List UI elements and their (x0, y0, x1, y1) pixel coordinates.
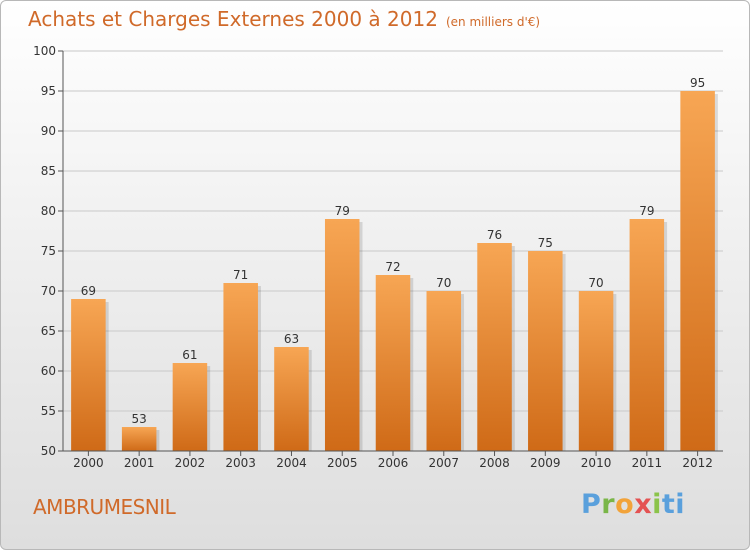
logo-letter: i (652, 489, 662, 520)
y-tick-label: 95 (41, 84, 56, 98)
bar-2008 (477, 243, 512, 451)
bar-2000 (71, 299, 106, 451)
logo-letter: t (661, 489, 676, 520)
chart-unit: (en milliers d'€) (445, 15, 541, 29)
x-tick-label: 2010 (581, 456, 612, 470)
value-label: 69 (81, 284, 96, 298)
bar-2011 (629, 219, 665, 451)
x-tick-label: 2006 (378, 456, 409, 470)
bar-2006 (375, 275, 411, 451)
logo-letter: r (601, 489, 616, 520)
value-label: 95 (690, 76, 705, 90)
value-label: 61 (182, 348, 197, 362)
logo-letter: i (675, 489, 686, 520)
y-tick-label: 55 (41, 404, 56, 418)
x-tick-label: 2005 (327, 456, 358, 470)
bar-chart: 69 53 61 71 63 79 72 70 76 75 70 79 95 50 55 60 65 70 75 8… (33, 44, 723, 470)
bar-2010 (578, 291, 614, 451)
y-tick-label: 60 (41, 364, 56, 378)
y-tick-label: 50 (41, 444, 56, 458)
proxiti-logo: Proxiti (581, 489, 685, 520)
logo-letter: P (581, 489, 602, 520)
value-label: 71 (233, 268, 248, 282)
y-tick-label: 100 (33, 44, 56, 58)
bar-2002 (172, 363, 208, 451)
logo-letter: o (615, 489, 635, 520)
x-tick-label: 2004 (276, 456, 307, 470)
value-label: 70 (436, 276, 451, 290)
value-label: 75 (538, 236, 553, 250)
value-label: 76 (487, 228, 502, 242)
y-tick-label: 75 (41, 244, 56, 258)
value-label: 79 (639, 204, 654, 218)
y-tick-label: 90 (41, 124, 56, 138)
x-tick-label: 2011 (632, 456, 663, 470)
value-label: 70 (588, 276, 603, 290)
x-tick-label: 2003 (225, 456, 256, 470)
chart-title: Achats et Charges Externes 2000 à 2012 (28, 7, 438, 31)
value-label: 63 (284, 332, 299, 346)
value-label: 79 (335, 204, 350, 218)
bar-2007 (426, 291, 462, 451)
x-tick-label: 2007 (428, 456, 459, 470)
x-tick-label: 2002 (175, 456, 206, 470)
x-tick-label: 2012 (682, 456, 713, 470)
bar-2001 (121, 427, 157, 451)
y-tick-label: 70 (41, 284, 56, 298)
bar-2005 (324, 219, 360, 451)
bar-2003 (223, 283, 258, 451)
bar-2009 (528, 251, 563, 451)
x-tick-label: 2009 (530, 456, 561, 470)
bar-2004 (274, 347, 309, 451)
y-tick-label: 65 (41, 324, 56, 338)
value-label: 53 (132, 412, 147, 426)
x-tick-label: 2008 (479, 456, 510, 470)
bar-2012 (680, 91, 715, 451)
value-label: 72 (385, 260, 400, 274)
y-tick-label: 80 (41, 204, 56, 218)
x-tick-label: 2001 (124, 456, 155, 470)
x-tick-label: 2000 (73, 456, 104, 470)
commune-name: AMBRUMESNIL (33, 495, 176, 519)
y-tick-label: 85 (41, 164, 56, 178)
chart-title-block: Achats et Charges Externes 2000 à 2012 (e… (28, 7, 540, 31)
logo-letter: x (634, 489, 653, 520)
